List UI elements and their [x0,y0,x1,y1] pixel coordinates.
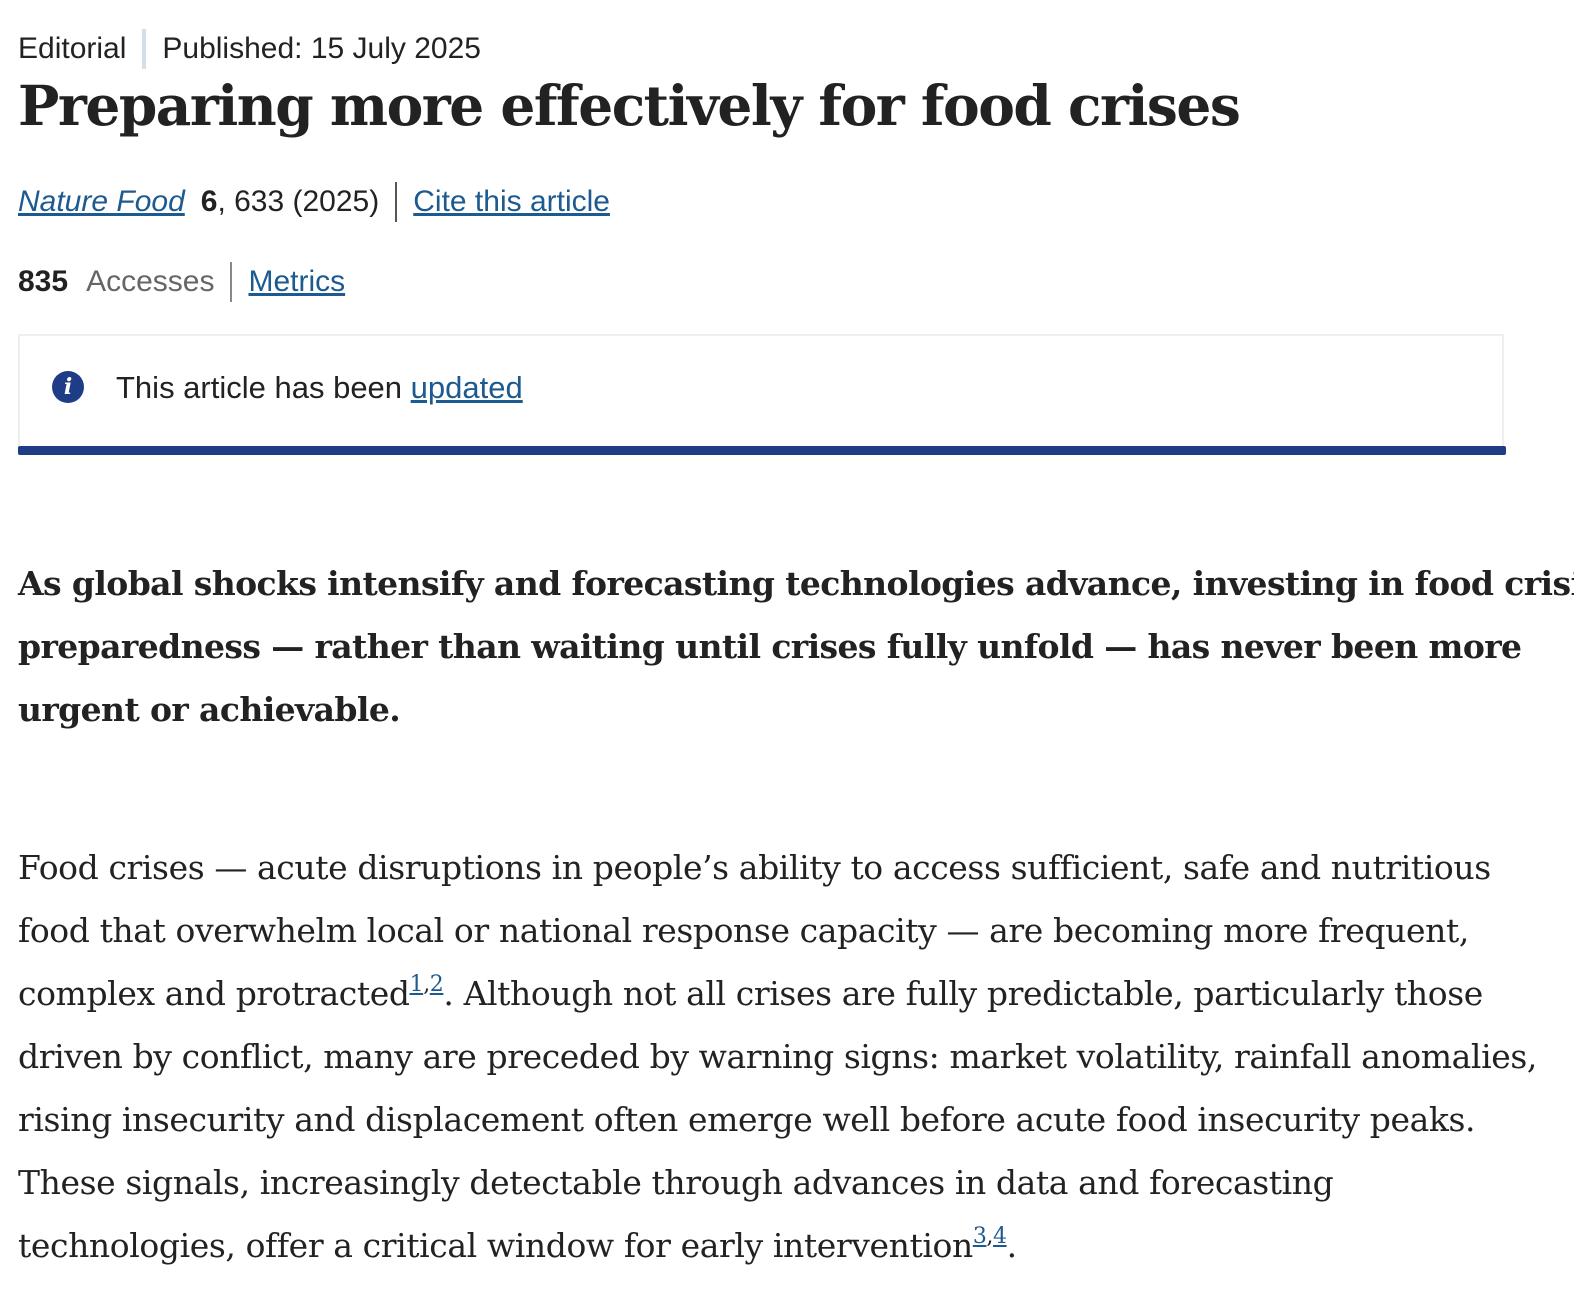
pages-year: , 633 (2025) [217,185,380,218]
reference-link-1[interactable]: 1 [409,972,424,997]
updated-link[interactable]: updated [410,370,523,405]
access-label: Accesses [86,265,215,298]
notice-accent-bar [18,446,1506,455]
reference-link-2[interactable]: 2 [429,972,444,997]
body-line: food that overwhelm local or national re… [18,911,1469,950]
metrics-divider [230,262,233,302]
standfirst-line: preparedness — rather than waiting until… [18,627,1522,666]
body-line: driven by conflict, many are preceded by… [18,1037,1537,1076]
body-text: . Although not all crises are fully pred… [443,974,1483,1013]
body-line: These signals, increasingly detectable t… [18,1163,1334,1202]
ref-separator: , [423,972,430,997]
body-paragraph: Food crises — acute disruptions in peopl… [18,836,1558,1277]
standfirst-line: urgent or achievable. [18,690,401,729]
reference-superscript: 1,2 [410,972,444,997]
access-count: 835 [18,265,69,298]
body-line: Food crises — acute disruptions in peopl… [18,848,1491,887]
body-line: rising insecurity and displacement often… [18,1100,1476,1139]
article-meta: Editorial Published: 15 July 2025 [18,28,481,70]
reference-superscript: 3,4 [973,1224,1007,1249]
article-type: Editorial [18,32,127,65]
info-icon: i [52,371,84,403]
cite-article-link[interactable]: Cite this article [413,185,610,218]
body-text: . [1006,1226,1017,1265]
reference-link-4[interactable]: 4 [993,1224,1007,1249]
body-text: technologies, offer a critical window fo… [18,1226,973,1265]
notice-text: This article has been updated [116,370,523,406]
journal-link[interactable]: Nature Food [18,185,185,218]
body-text: complex and protracted [18,974,410,1013]
page-title: Preparing more effectively for food cris… [18,73,1241,138]
ref-separator: , [986,1224,994,1249]
body-line: complex and protracted1,2. Although not … [18,962,1558,1025]
citation-row: Nature Food 6, 633 (2025) Cite this arti… [18,180,610,224]
meta-divider [142,29,147,69]
update-notice: i This article has been updated [18,334,1504,446]
citation-divider [395,182,398,222]
volume: 6 [200,185,218,218]
published-date: Published: 15 July 2025 [162,32,481,65]
notice-message: This article has been [116,370,411,405]
metrics-row: 835 Accesses Metrics [18,260,345,304]
reference-link-3[interactable]: 3 [972,1224,987,1249]
standfirst: As global shocks intensify and forecasti… [18,552,1574,741]
metrics-link[interactable]: Metrics [248,265,346,298]
standfirst-line: As global shocks intensify and forecasti… [18,564,1574,603]
body-line: technologies, offer a critical window fo… [18,1214,1558,1277]
